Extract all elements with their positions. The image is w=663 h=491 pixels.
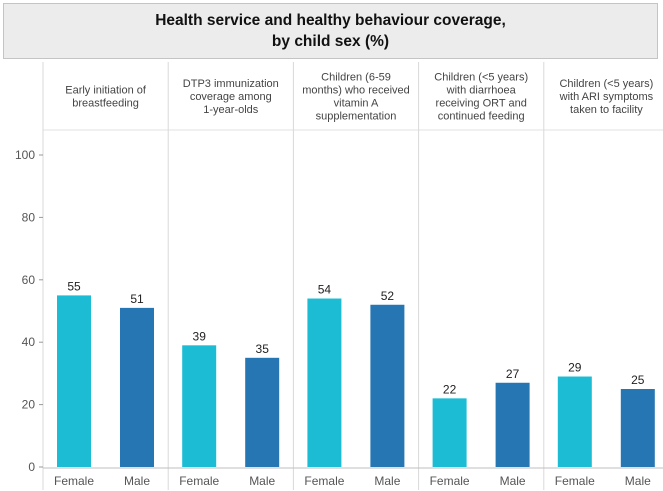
x-category-label: Male: [500, 474, 526, 488]
panel-label: supplementation: [316, 111, 397, 123]
panel-label: Children (<5 years): [559, 78, 653, 90]
panel-label: receiving ORT and: [436, 98, 527, 110]
y-tick-label: 100: [15, 148, 35, 162]
data-label: 55: [67, 279, 81, 293]
panel-label: coverage among: [190, 91, 272, 103]
x-category-label: Male: [249, 474, 275, 488]
y-tick-label: 20: [22, 398, 36, 412]
x-category-label: Male: [124, 474, 150, 488]
bar-male: [620, 389, 655, 467]
bar-female: [182, 345, 217, 467]
bar-male: [245, 357, 280, 467]
data-label: 27: [506, 367, 520, 381]
panel-label: Children (<5 years): [434, 72, 528, 84]
bar-male: [495, 382, 530, 467]
data-label: 22: [443, 382, 457, 396]
x-category-label: Female: [555, 474, 595, 488]
panel-label: months) who received: [302, 85, 410, 97]
x-category-label: Male: [374, 474, 400, 488]
chart-title-line-2: by child sex (%): [271, 33, 390, 50]
panel-label: DTP3 immunization: [183, 78, 279, 90]
data-label: 39: [193, 329, 207, 343]
panel-label: continued feeding: [438, 111, 525, 123]
x-category-label: Female: [304, 474, 344, 488]
y-tick-label: 0: [28, 460, 35, 474]
y-tick-label: 60: [22, 273, 36, 287]
chart-title-box: Health service and healthy behaviour cov…: [3, 3, 658, 59]
panel-label: taken to facility: [570, 104, 643, 116]
y-tick-label: 80: [22, 210, 36, 224]
x-category-label: Female: [54, 474, 94, 488]
bar-male: [370, 304, 405, 467]
x-category-label: Female: [430, 474, 470, 488]
panel-label: 1-year-olds: [203, 104, 259, 116]
y-tick-label: 40: [22, 335, 36, 349]
panel-label: Children (6-59: [321, 72, 391, 84]
bar-female: [432, 398, 467, 467]
chart-title-line-1: Health service and healthy behaviour cov…: [155, 12, 506, 29]
data-label: 29: [568, 361, 582, 375]
data-label: 52: [381, 289, 395, 303]
bar-female: [57, 295, 91, 467]
data-label: 51: [130, 292, 144, 306]
panel-label: with ARI symptoms: [559, 91, 654, 103]
x-category-label: Female: [179, 474, 219, 488]
panel-label: breastfeeding: [72, 98, 139, 110]
data-label: 35: [256, 342, 270, 356]
panel-label: vitamin A: [334, 98, 379, 110]
bar-female: [557, 376, 592, 467]
panel-label: with diarrhoea: [446, 85, 517, 97]
x-category-label: Male: [625, 474, 651, 488]
bar-female: [307, 298, 342, 467]
data-label: 54: [318, 283, 332, 297]
panel-label: Early initiation of: [65, 85, 147, 97]
bar-male: [120, 307, 154, 467]
data-label: 25: [631, 373, 645, 387]
